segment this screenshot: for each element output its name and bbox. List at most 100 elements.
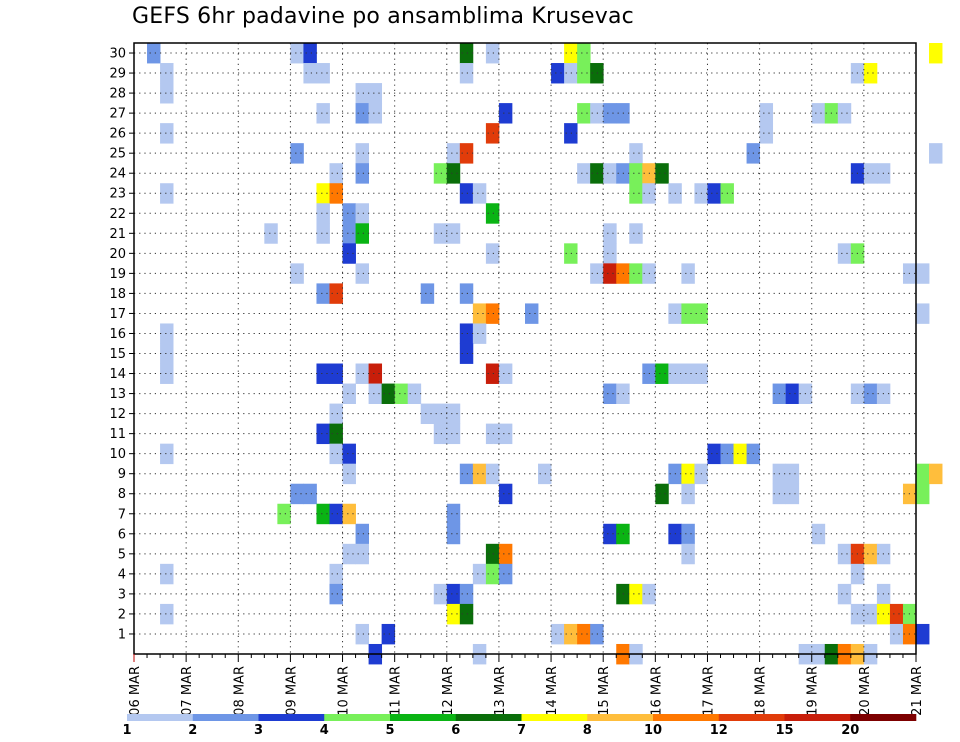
heatmap-cell [485,303,500,324]
heatmap-cell [368,103,383,124]
heatmap-cell [329,563,343,585]
heatmap-cell [759,123,774,144]
y-tick-label: 20 [109,247,126,262]
heatmap-cell [316,183,330,204]
y-tick-label: 22 [109,207,126,222]
heatmap-cell [889,603,904,625]
heatmap-cell [485,363,500,384]
heatmap-cell [316,423,330,445]
legend-level-label: 15 [775,723,793,738]
heatmap-cell [355,83,369,104]
heatmap-cell [329,423,343,445]
heatmap-cell [837,543,852,565]
heatmap-cell [929,43,943,64]
heatmap-cell [577,163,591,184]
color-legend: 1 2 3 4 5 6 7 8 10 12 15 20 [122,714,917,738]
y-tick-label: 15 [109,347,126,362]
heatmap-cell [538,463,552,485]
heatmap-cell [446,423,461,445]
heatmap-cell [160,563,174,585]
heatmap-cell [655,483,669,505]
heatmap-cell [329,163,343,184]
legend-swatch [718,714,785,721]
heatmap-cell [733,443,747,465]
x-tick-label: 11 MAR [389,666,404,716]
legend-level-label: 8 [583,723,592,738]
heatmap-cell [785,383,800,404]
x-axis: 06 MAR 07 MAR 08 MAR 09 MAR 10 MAR 11 MAR 12 M… [128,654,925,716]
x-tick-label: 19 MAR [806,666,821,716]
y-tick-label: 7 [118,507,126,522]
heatmap-cell [407,383,422,404]
heatmap-cell [160,63,174,84]
heatmap-cell [759,103,774,124]
heatmap-cell [355,163,369,184]
heatmap-cell [498,483,513,505]
x-tick-label: 07 MAR [180,666,195,716]
heatmap-cell [655,163,669,184]
heatmap-cell [290,143,304,164]
legend-level-label: 2 [188,723,197,738]
heatmap-cell [837,103,852,124]
heatmap-cell [498,543,513,565]
y-tick-label: 21 [109,227,126,242]
heatmap-cell [290,43,304,64]
heatmap-cell [929,463,943,485]
heatmap-cell [603,243,617,264]
heatmap-cell [577,623,591,645]
y-tick-label: 29 [109,67,126,82]
heatmap-cell [446,603,461,625]
heatmap-cell [603,103,617,124]
heatmap-cell [681,263,695,284]
legend-level-label: 3 [254,723,263,738]
x-tick-label: 08 MAR [232,666,247,716]
heatmap-cell [316,283,330,304]
heatmap-cell [316,203,330,224]
heatmap-cell [498,563,513,585]
heatmap-cell [329,283,343,304]
heatmap-cell [446,223,461,244]
legend-level-label: 12 [710,723,728,738]
legend-level-label: 6 [451,723,460,738]
grid-lines [134,43,916,654]
heatmap-cell [446,503,461,525]
heatmap-cell [342,383,356,404]
heatmap-cell [629,263,643,284]
legend-swatch [784,714,851,721]
heatmap-cell [160,323,174,344]
heatmap-cell [342,503,356,525]
heatmap-cell [837,243,852,264]
heatmap-cell [459,463,474,485]
heatmap-cell [355,103,369,124]
heatmap-cell [446,523,461,545]
legend-level-label: 1 [122,723,131,738]
y-tick-label: 30 [109,47,126,62]
heatmap-cell [329,503,343,525]
y-tick-label: 18 [109,287,126,302]
heatmap-cell [160,83,174,104]
y-tick-label: 12 [109,407,126,422]
heatmap-cell [863,603,878,625]
heatmap-cell [420,403,435,425]
heatmap-cell [681,303,695,324]
heatmap-cell [459,143,474,164]
heatmap-cell [498,423,513,445]
heatmap-cell [459,343,474,364]
heatmap-cell [355,543,369,565]
heatmap-cell [629,143,643,164]
heatmap-cell [551,63,565,84]
heatmap-cell [446,163,461,184]
legend-swatch [258,714,325,721]
heatmap-cell [420,283,435,304]
heatmap-cell [433,583,448,605]
heatmap-cell [446,403,461,425]
legend-swatch [390,714,457,721]
x-tick-label: 12 MAR [441,666,456,716]
heatmap-cell [681,523,695,545]
heatmap-cell [316,63,330,84]
heatmap-cell [160,443,174,465]
heatmap-cell [160,603,174,625]
heatmap-cell [472,463,487,485]
heatmap-cell [603,223,617,244]
heatmap-cell [811,103,826,124]
